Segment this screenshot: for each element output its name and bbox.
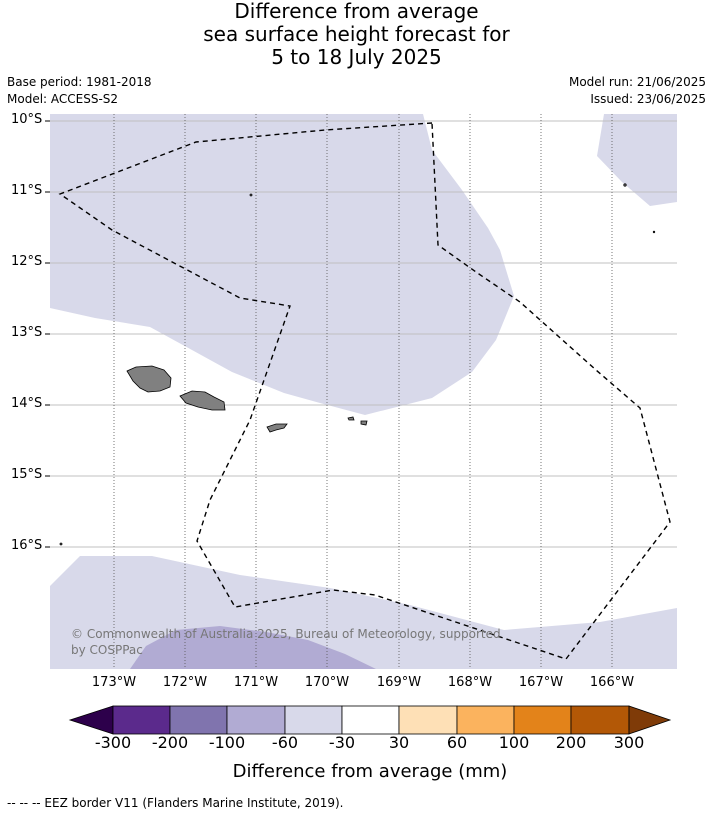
colorbar-seg-1 xyxy=(112,705,171,735)
colorbar-tick-minus300: -300 xyxy=(94,733,132,752)
island-tutuila xyxy=(266,423,288,433)
colorbar-tick-60: 60 xyxy=(446,733,468,752)
lat-label-11s: 11°S xyxy=(11,183,43,198)
colorbar-tick-300: 300 xyxy=(613,733,645,752)
issued-date: Issued: 23/06/2025 xyxy=(590,92,706,106)
colorbar-seg-2 xyxy=(169,705,228,735)
metadata-left: Base period: 1981-2018 Model: ACCESS-S2 xyxy=(7,74,152,108)
colorbar xyxy=(68,705,672,735)
anomaly-region-north xyxy=(50,114,514,415)
anomaly-region-northeast xyxy=(597,114,677,206)
longitude-gridlines xyxy=(113,114,613,669)
lat-label-13s: 13°S xyxy=(11,325,43,340)
copyright-notice: © Commonwealth of Australia 2025, Bureau… xyxy=(71,627,501,657)
islet-4 xyxy=(59,542,63,546)
lat-label-10s: 10°S xyxy=(11,112,43,127)
islet-1 xyxy=(249,193,253,197)
colorbar-seg-9 xyxy=(570,705,630,735)
eez-borders xyxy=(58,122,671,660)
colorbar-tick-minus60: -60 xyxy=(271,733,299,752)
islet-3 xyxy=(652,230,656,234)
model-run: Model run: 21/06/2025 xyxy=(568,75,706,89)
lon-label-172w: 172°W xyxy=(162,675,208,690)
colorbar-seg-8 xyxy=(513,705,572,735)
lat-label-16s: 16°S xyxy=(11,538,43,553)
colorbar-tick-100: 100 xyxy=(498,733,530,752)
axis-ticks xyxy=(45,120,50,548)
colorbar-seg-7 xyxy=(456,705,515,735)
lon-label-169w: 169°W xyxy=(376,675,422,690)
colorbar-tick-minus30: -30 xyxy=(328,733,356,752)
lat-label-12s: 12°S xyxy=(11,254,43,269)
colorbar-extend-high xyxy=(628,705,672,735)
lon-label-173w: 173°W xyxy=(91,675,137,690)
island-upolu xyxy=(179,390,226,411)
colorbar-label: Difference from average (mm) xyxy=(232,761,508,782)
colorbar-extend-low xyxy=(68,705,114,735)
eez-footnote: -- -- -- EEZ border V11 (Flanders Marine… xyxy=(7,796,344,810)
model-name: Model: ACCESS-S2 xyxy=(7,92,119,106)
anomaly-region-south-strong xyxy=(130,626,376,669)
map-area xyxy=(50,114,677,669)
colorbar-tick-200: 200 xyxy=(555,733,587,752)
colorbar-seg-4 xyxy=(284,705,343,735)
lon-label-168w: 168°W xyxy=(447,675,493,690)
metadata-right: Model run: 21/06/2025 Issued: 23/06/2025 xyxy=(569,74,706,108)
colorbar-tick-minus200: -200 xyxy=(151,733,189,752)
colorbar-tick-minus100: -100 xyxy=(208,733,246,752)
land-masses xyxy=(59,183,656,546)
colorbar-tick-30: 30 xyxy=(388,733,410,752)
island-manua-2 xyxy=(360,420,368,426)
latitude-gridlines xyxy=(50,120,677,548)
colorbar-seg-3 xyxy=(226,705,286,735)
island-manua-1 xyxy=(347,416,355,421)
base-period: Base period: 1981-2018 xyxy=(7,75,152,89)
map-title: Difference from average sea surface heig… xyxy=(0,0,713,69)
colorbar-seg-6 xyxy=(398,705,458,735)
lon-label-166w: 166°W xyxy=(589,675,635,690)
lon-label-171w: 171°W xyxy=(233,675,279,690)
lat-label-14s: 14°S xyxy=(11,396,43,411)
lon-label-167w: 167°W xyxy=(518,675,564,690)
lon-label-170w: 170°W xyxy=(304,675,350,690)
eez-border-samoa xyxy=(58,122,671,660)
colorbar-seg-5 xyxy=(341,705,400,735)
title-line-2: sea surface height forecast for xyxy=(203,22,510,46)
islet-2 xyxy=(623,183,627,187)
title-line-3: 5 to 18 July 2025 xyxy=(271,45,442,69)
title-line-1: Difference from average xyxy=(234,0,479,23)
lat-label-15s: 15°S xyxy=(11,467,43,482)
island-savaii xyxy=(126,365,172,393)
